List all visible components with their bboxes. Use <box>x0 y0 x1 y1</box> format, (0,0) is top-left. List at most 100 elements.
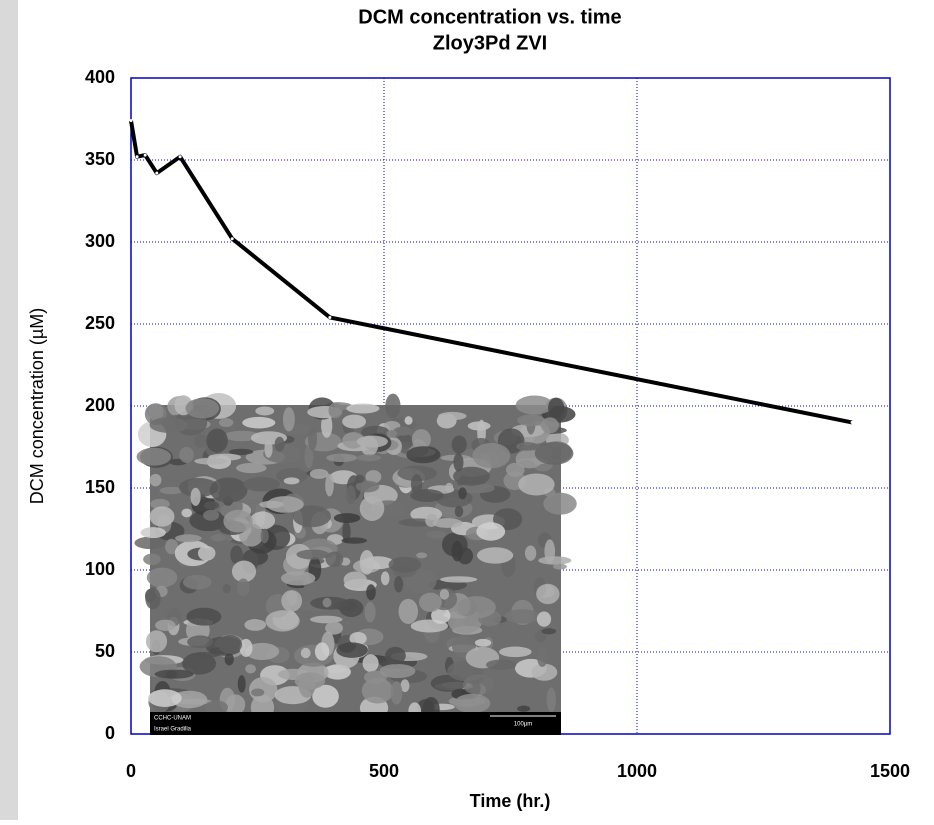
inset-flake <box>239 638 253 657</box>
inset-flake <box>266 496 304 513</box>
inset-flake <box>309 468 329 479</box>
inset-flake <box>390 681 403 705</box>
inset-flake <box>346 403 380 414</box>
inset-flake <box>280 571 316 586</box>
inset-flake <box>458 487 467 500</box>
inset-flake <box>398 598 419 624</box>
inset-flake <box>149 473 162 487</box>
inset-flake <box>333 513 361 523</box>
inset-flake <box>323 665 346 674</box>
inset-flake <box>359 549 375 575</box>
y-axis-label: DCM concentration (µM) <box>27 308 47 504</box>
inset-flake <box>182 574 212 590</box>
inset-flake <box>308 426 317 451</box>
inset-flake <box>400 443 410 454</box>
inset-flake <box>259 500 284 509</box>
inset-flake <box>543 492 577 515</box>
inset-flake <box>217 634 243 654</box>
inset-flake <box>438 411 467 421</box>
inset-flake <box>505 462 525 477</box>
inset-flake <box>197 545 216 561</box>
inset-flake <box>453 466 490 486</box>
inset-flake <box>325 551 344 567</box>
inset-flake <box>218 418 234 428</box>
inset-flake <box>186 607 222 626</box>
inset-flake <box>274 436 285 452</box>
inset-flake <box>553 563 567 570</box>
inset-flake <box>260 528 269 544</box>
x-tick-label: 1000 <box>617 761 657 781</box>
inset-flake <box>410 474 423 495</box>
inset-flake <box>516 442 539 451</box>
x-tick-label: 0 <box>126 761 136 781</box>
inset-flake <box>457 483 495 494</box>
inset-flake <box>296 549 330 560</box>
inset-flake <box>328 402 343 419</box>
inset-label: CCHC-UNAM <box>154 716 191 722</box>
inset-flake <box>365 470 382 484</box>
inset-flake <box>230 545 243 565</box>
inset-flake <box>146 567 178 588</box>
data-point <box>143 153 147 157</box>
inset-flake <box>325 473 334 497</box>
inset-flake <box>524 545 537 561</box>
inset-flake <box>517 414 545 427</box>
inset-flake <box>439 588 450 600</box>
inset-flake <box>204 700 229 715</box>
inset-flake <box>406 446 441 464</box>
inset-flake <box>312 684 339 708</box>
inset-flake <box>360 435 379 456</box>
inset-flake <box>385 393 401 419</box>
inset-flake <box>364 601 376 623</box>
inset-flake <box>322 597 332 608</box>
inset-flake <box>394 576 404 593</box>
inset-flake <box>149 417 189 433</box>
inset-flake <box>304 444 314 469</box>
inset-flake <box>245 642 280 661</box>
data-point <box>850 420 854 424</box>
inset-flake <box>385 646 406 665</box>
inset-flake <box>210 534 226 542</box>
inset-flake <box>393 426 413 436</box>
inset-flake <box>222 583 231 594</box>
inset-flake <box>432 518 463 528</box>
chart-subtitle: Zloy3Pd ZVI <box>433 32 547 54</box>
inset-flake <box>237 675 246 693</box>
inset-flake <box>518 473 555 496</box>
y-tick-label: 100 <box>85 559 115 579</box>
inset-flake <box>325 621 343 635</box>
inset-flake <box>224 652 234 666</box>
inset-flake <box>179 446 194 463</box>
inset-flake <box>404 416 413 425</box>
inset-flake <box>343 571 367 589</box>
inset-flake <box>425 514 438 527</box>
inset-flake <box>145 630 168 653</box>
inset-flake <box>445 482 454 493</box>
inset-flake <box>531 663 558 681</box>
inset-flake <box>431 607 451 624</box>
x-tick-label: 500 <box>369 761 399 781</box>
y-tick-label: 0 <box>105 723 115 743</box>
inset-flake <box>206 428 228 453</box>
inset-flake <box>281 590 303 612</box>
inset-label: 100µm <box>514 722 532 728</box>
inset-flake <box>255 406 275 416</box>
inset-flake <box>362 654 379 673</box>
inset-flake <box>419 592 442 612</box>
inset-flake <box>359 495 385 521</box>
inset-flake <box>154 669 194 679</box>
inset-flake <box>203 509 220 521</box>
inset-flake <box>193 434 208 448</box>
data-point <box>230 237 234 241</box>
inset-flake <box>457 596 496 619</box>
inset-flake <box>223 509 253 533</box>
inset-flake <box>537 646 548 667</box>
inset-flake <box>354 474 365 484</box>
inset-flake <box>504 609 541 624</box>
inset-flake <box>155 619 176 631</box>
inset-flake <box>178 478 219 498</box>
inset-flake <box>361 677 394 704</box>
chart-title: DCM concentration vs. time <box>358 6 621 28</box>
inset-flake <box>136 447 172 466</box>
y-tick-label: 50 <box>95 641 115 661</box>
